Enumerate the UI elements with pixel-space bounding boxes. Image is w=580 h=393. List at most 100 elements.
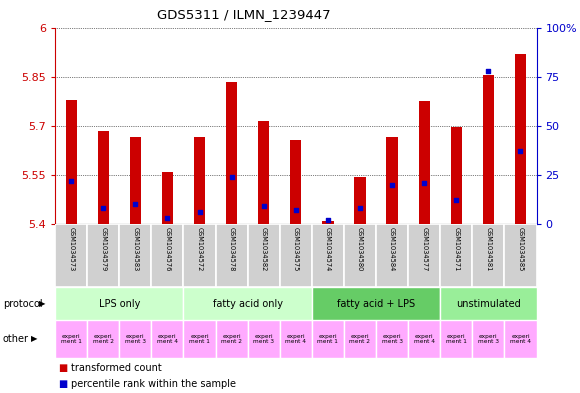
- Bar: [354, 176, 365, 224]
- Text: other: other: [3, 334, 29, 344]
- Bar: [183, 224, 216, 287]
- Text: GSM1034581: GSM1034581: [485, 227, 491, 272]
- Bar: [280, 320, 312, 358]
- Bar: [290, 140, 302, 224]
- Bar: [248, 224, 280, 287]
- Bar: [408, 224, 440, 287]
- Text: GDS5311 / ILMN_1239447: GDS5311 / ILMN_1239447: [157, 8, 331, 21]
- Text: ■: ■: [58, 362, 67, 373]
- Text: GSM1034583: GSM1034583: [132, 227, 139, 272]
- Text: experi
ment 2: experi ment 2: [93, 334, 114, 344]
- Bar: [119, 320, 151, 358]
- Text: experi
ment 4: experi ment 4: [510, 334, 531, 344]
- Point: [227, 174, 236, 180]
- Text: experi
ment 2: experi ment 2: [350, 334, 371, 344]
- Text: ▶: ▶: [31, 334, 37, 343]
- Bar: [248, 320, 280, 358]
- Point: [291, 207, 300, 213]
- Point: [356, 205, 365, 211]
- Bar: [472, 320, 505, 358]
- Text: unstimulated: unstimulated: [456, 299, 521, 309]
- Bar: [280, 224, 312, 287]
- Text: protocol: protocol: [3, 299, 42, 309]
- Point: [484, 68, 493, 74]
- Text: GSM1034572: GSM1034572: [197, 227, 202, 272]
- Bar: [344, 320, 376, 358]
- Bar: [322, 221, 333, 224]
- Point: [259, 203, 269, 209]
- Text: GSM1034571: GSM1034571: [453, 227, 459, 272]
- Bar: [151, 320, 183, 358]
- Point: [387, 182, 397, 188]
- Bar: [183, 320, 216, 358]
- Point: [163, 215, 172, 221]
- Text: experi
ment 4: experi ment 4: [414, 334, 434, 344]
- Text: experi
ment 2: experi ment 2: [221, 334, 242, 344]
- Bar: [55, 320, 87, 358]
- Text: experi
ment 4: experi ment 4: [157, 334, 178, 344]
- Text: ■: ■: [58, 379, 67, 389]
- Text: GSM1034578: GSM1034578: [229, 227, 235, 272]
- Bar: [440, 287, 536, 320]
- Point: [452, 197, 461, 204]
- Bar: [87, 224, 119, 287]
- Text: GSM1034584: GSM1034584: [389, 227, 395, 272]
- Bar: [419, 101, 430, 224]
- Point: [195, 209, 204, 215]
- Text: percentile rank within the sample: percentile rank within the sample: [71, 379, 236, 389]
- Text: experi
ment 3: experi ment 3: [478, 334, 499, 344]
- Bar: [505, 320, 536, 358]
- Text: fatty acid only: fatty acid only: [213, 299, 282, 309]
- Bar: [183, 287, 312, 320]
- Bar: [258, 121, 269, 224]
- Point: [323, 217, 332, 223]
- Text: experi
ment 4: experi ment 4: [285, 334, 306, 344]
- Bar: [451, 127, 462, 224]
- Bar: [194, 137, 205, 224]
- Bar: [55, 287, 183, 320]
- Bar: [312, 224, 344, 287]
- Text: GSM1034580: GSM1034580: [357, 227, 363, 272]
- Point: [99, 205, 108, 211]
- Bar: [312, 287, 440, 320]
- Bar: [55, 224, 87, 287]
- Text: GSM1034582: GSM1034582: [260, 227, 267, 272]
- Bar: [483, 75, 494, 224]
- Text: LPS only: LPS only: [99, 299, 140, 309]
- Text: ▶: ▶: [39, 299, 46, 308]
- Bar: [386, 137, 398, 224]
- Bar: [440, 320, 472, 358]
- Bar: [515, 54, 526, 224]
- Bar: [376, 224, 408, 287]
- Text: experi
ment 3: experi ment 3: [382, 334, 403, 344]
- Bar: [376, 320, 408, 358]
- Bar: [216, 320, 248, 358]
- Text: GSM1034574: GSM1034574: [325, 227, 331, 272]
- Bar: [344, 224, 376, 287]
- Text: transformed count: transformed count: [71, 362, 162, 373]
- Point: [130, 201, 140, 208]
- Bar: [505, 224, 536, 287]
- Point: [419, 180, 429, 186]
- Text: GSM1034577: GSM1034577: [421, 227, 427, 272]
- Point: [516, 148, 525, 154]
- Bar: [87, 320, 119, 358]
- Bar: [440, 224, 472, 287]
- Text: GSM1034576: GSM1034576: [164, 227, 171, 272]
- Text: GSM1034585: GSM1034585: [517, 227, 524, 272]
- Text: experi
ment 1: experi ment 1: [61, 334, 82, 344]
- Text: experi
ment 1: experi ment 1: [189, 334, 210, 344]
- Text: fatty acid + LPS: fatty acid + LPS: [337, 299, 415, 309]
- Bar: [216, 224, 248, 287]
- Bar: [162, 172, 173, 224]
- Text: experi
ment 1: experi ment 1: [317, 334, 338, 344]
- Text: experi
ment 3: experi ment 3: [253, 334, 274, 344]
- Bar: [408, 320, 440, 358]
- Bar: [97, 131, 109, 224]
- Text: GSM1034575: GSM1034575: [293, 227, 299, 272]
- Bar: [119, 224, 151, 287]
- Point: [67, 178, 76, 184]
- Bar: [312, 320, 344, 358]
- Text: experi
ment 3: experi ment 3: [125, 334, 146, 344]
- Bar: [472, 224, 505, 287]
